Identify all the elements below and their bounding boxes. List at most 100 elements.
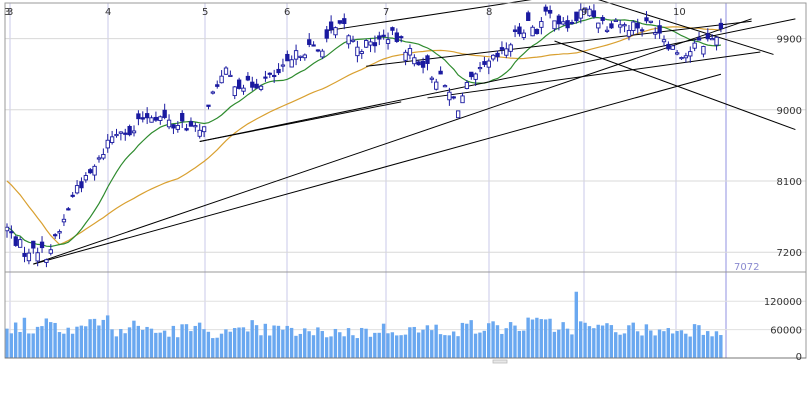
price-tick-label: 7200 (777, 248, 802, 259)
candle-body (425, 55, 430, 64)
candle-body (359, 51, 364, 54)
candle-body (390, 27, 395, 31)
candle-body (333, 27, 338, 36)
volume-bar (600, 325, 605, 358)
candle-body (307, 39, 312, 45)
volume-bar (333, 328, 338, 358)
candle-body (223, 67, 229, 75)
candle-body (631, 21, 636, 32)
volume-bar (228, 331, 232, 358)
candle-body (324, 29, 329, 39)
candle-body (504, 48, 509, 56)
volume-bar (644, 324, 649, 358)
volume-bar (627, 325, 631, 358)
volume-bar (491, 321, 495, 358)
volume-bar (27, 333, 31, 358)
volume-bar (631, 322, 635, 358)
grid (5, 3, 806, 358)
volume-bar (246, 331, 250, 358)
volume-bar (662, 331, 666, 358)
volume-bar (9, 333, 13, 358)
volume-bar (346, 328, 351, 358)
volume-bar (154, 332, 158, 358)
candle-body (123, 132, 128, 135)
candle-body (83, 175, 88, 181)
candle-body (136, 113, 141, 120)
volume-bar (70, 333, 75, 358)
volume-bar (281, 329, 285, 358)
candle-body (44, 259, 49, 263)
price-tick-label: 8100 (777, 177, 802, 188)
candle-body (543, 6, 548, 12)
volume-bar (289, 327, 294, 358)
x-tick-label: 3 (7, 7, 13, 18)
candle-body (578, 9, 583, 19)
volume-bar (701, 334, 706, 358)
current-price-label: 7072 (734, 262, 759, 273)
candle-body (158, 116, 163, 121)
volume-bar (176, 337, 180, 358)
volume-bar (79, 325, 84, 358)
candle-body (197, 129, 202, 137)
volume-bar (561, 322, 565, 358)
volume-bar (408, 327, 412, 358)
candle-body (718, 22, 724, 30)
volume-bar (285, 325, 289, 358)
candle-body (438, 70, 443, 75)
volume-bar (714, 331, 719, 358)
candle-body (648, 20, 654, 23)
volume-bar (473, 333, 478, 358)
candle-body (416, 61, 421, 66)
volume-bar (75, 326, 79, 358)
candle-body (228, 74, 233, 78)
volume-bar (259, 335, 263, 358)
candle-body (583, 7, 588, 11)
volume-bar (136, 325, 140, 358)
volume-bar (97, 325, 101, 358)
candle-body (385, 39, 391, 44)
trendline (33, 73, 722, 265)
candle-body (131, 130, 137, 134)
candle-body (285, 53, 290, 62)
candle-body (145, 113, 150, 119)
candle-body (280, 64, 286, 67)
x-tick-label: 6 (284, 7, 290, 18)
candle-body (692, 42, 697, 49)
volume-bar (373, 332, 377, 358)
candle-body (346, 35, 351, 45)
candle-body (600, 17, 605, 21)
trendline (33, 18, 752, 265)
volume-bar (22, 317, 27, 358)
trendline (366, 20, 752, 67)
volume-bar (241, 327, 246, 358)
volume-bar (197, 322, 202, 358)
candle-body (272, 74, 277, 78)
volume-bar (88, 319, 92, 358)
candle-body (539, 21, 544, 28)
volume-bar (263, 323, 268, 358)
candle-body (201, 126, 207, 133)
candle-body (609, 23, 614, 29)
price-tick-label: 9900 (777, 35, 802, 46)
candle-body (9, 231, 14, 234)
volume-bar (110, 329, 114, 358)
candle-body (399, 36, 404, 39)
candle-body (105, 139, 110, 149)
candle-body (622, 24, 627, 27)
volume-bar (447, 335, 451, 358)
volume-bar (386, 333, 390, 358)
volume-bar (451, 331, 456, 358)
volume-bar (522, 330, 526, 358)
volume-bar (495, 325, 500, 358)
candle-body (447, 91, 452, 101)
volume-bar (320, 331, 324, 358)
volume-bar (167, 336, 171, 358)
volume-bar (653, 335, 657, 358)
candle-body (109, 136, 115, 143)
candle-body (473, 73, 478, 80)
volume-bar (171, 325, 176, 358)
candle-body (635, 22, 640, 29)
volume-bar (421, 329, 425, 358)
volume-bar (140, 329, 145, 358)
volume-bar (364, 328, 368, 358)
